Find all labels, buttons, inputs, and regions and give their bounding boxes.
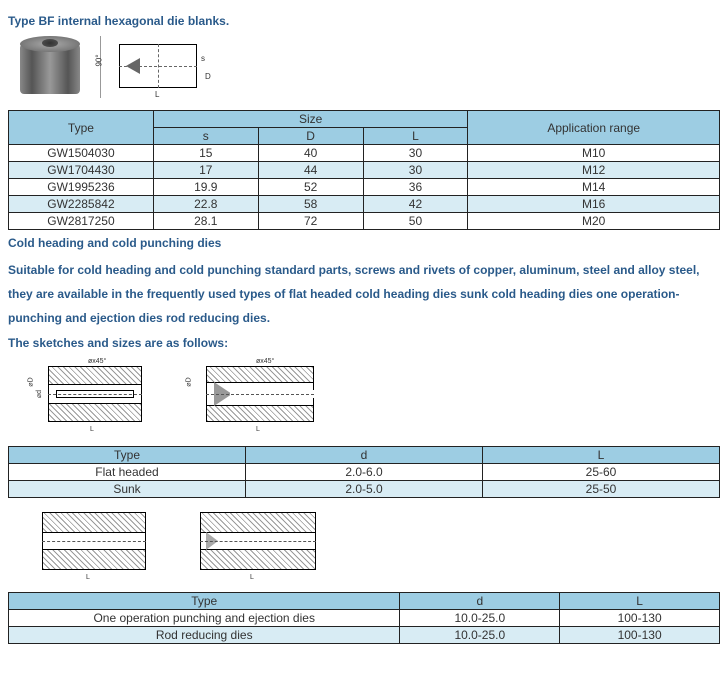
tech-drawing-punch: L xyxy=(28,508,168,586)
cell: 44 xyxy=(258,162,363,179)
cell: M20 xyxy=(468,213,720,230)
cell: 2.0-6.0 xyxy=(246,464,483,481)
tech-drawing-sunk: øx45° L ⌀D xyxy=(186,360,336,440)
table-row: Flat headed 2.0-6.0 25-60 xyxy=(9,464,720,481)
label-D: D xyxy=(205,72,211,81)
cell: Sunk xyxy=(9,481,246,498)
cell: 40 xyxy=(258,145,363,162)
cell: 17 xyxy=(153,162,258,179)
subtitle-sketches: The sketches and sizes are as follows: xyxy=(8,336,720,350)
cell: GW1995236 xyxy=(9,179,154,196)
th-D: D xyxy=(258,128,363,145)
spec-table-3: Type d L One operation punching and ejec… xyxy=(8,592,720,644)
th-type: Type xyxy=(9,111,154,145)
cell: 100-130 xyxy=(560,610,720,627)
table-row: GW2817250 28.1 72 50 M20 xyxy=(9,213,720,230)
th-L: L xyxy=(363,128,468,145)
spec-table-1: Type Size Application range s D L GW1504… xyxy=(8,110,720,230)
diagram-row-1: 90° s D L xyxy=(20,36,720,98)
table-row: GW1995236 19.9 52 36 M14 xyxy=(9,179,720,196)
cell: M12 xyxy=(468,162,720,179)
table-row: Rod reducing dies 10.0-25.0 100-130 xyxy=(9,627,720,644)
th-d: d xyxy=(400,593,560,610)
dim-angle: øx45° xyxy=(256,358,274,365)
cell: 52 xyxy=(258,179,363,196)
cell: M16 xyxy=(468,196,720,213)
table-row: One operation punching and ejection dies… xyxy=(9,610,720,627)
th-L: L xyxy=(483,447,720,464)
cell: Flat headed xyxy=(9,464,246,481)
diagram-row-3: L L xyxy=(28,508,720,586)
tech-drawing-rod: L xyxy=(186,508,336,586)
cell: 30 xyxy=(363,145,468,162)
table-row: GW1504030 15 40 30 M10 xyxy=(9,145,720,162)
cell: 15 xyxy=(153,145,258,162)
cell: GW1504030 xyxy=(9,145,154,162)
th-size: Size xyxy=(153,111,468,128)
table-row: GW1704430 17 44 30 M12 xyxy=(9,162,720,179)
cell: 10.0-25.0 xyxy=(400,610,560,627)
cell: 58 xyxy=(258,196,363,213)
cell: 2.0-5.0 xyxy=(246,481,483,498)
cell: 22.8 xyxy=(153,196,258,213)
cell: M14 xyxy=(468,179,720,196)
table-row: Sunk 2.0-5.0 25-50 xyxy=(9,481,720,498)
cell: GW2285842 xyxy=(9,196,154,213)
cell: 72 xyxy=(258,213,363,230)
table-row: GW2285842 22.8 58 42 M16 xyxy=(9,196,720,213)
th-type: Type xyxy=(9,447,246,464)
th-type: Type xyxy=(9,593,400,610)
cylinder-3d-diagram xyxy=(20,36,80,98)
th-s: s xyxy=(153,128,258,145)
label-90deg: 90° xyxy=(95,54,104,66)
th-app: Application range xyxy=(468,111,720,145)
cell: Rod reducing dies xyxy=(9,627,400,644)
dim-angle: øx45° xyxy=(88,358,106,365)
th-L: L xyxy=(560,593,720,610)
cell: 28.1 xyxy=(153,213,258,230)
label-s: s xyxy=(201,54,205,63)
cell: 100-130 xyxy=(560,627,720,644)
th-d: d xyxy=(246,447,483,464)
cell: 19.9 xyxy=(153,179,258,196)
cell: 36 xyxy=(363,179,468,196)
tech-drawing-flat: øx45° L ⌀D ⌀d xyxy=(28,360,168,440)
cell: GW2817250 xyxy=(9,213,154,230)
spec-table-2: Type d L Flat headed 2.0-6.0 25-60 Sunk … xyxy=(8,446,720,498)
diagram-row-2: øx45° L ⌀D ⌀d øx45° L ⌀D xyxy=(28,360,720,440)
cell: 25-60 xyxy=(483,464,720,481)
cell: 50 xyxy=(363,213,468,230)
description-text: Suitable for cold heading and cold punch… xyxy=(8,258,720,330)
schematic-diagram-1: 90° s D L xyxy=(100,36,210,98)
cell: 10.0-25.0 xyxy=(400,627,560,644)
cell: 30 xyxy=(363,162,468,179)
cell: One operation punching and ejection dies xyxy=(9,610,400,627)
cell: 25-50 xyxy=(483,481,720,498)
cell: 42 xyxy=(363,196,468,213)
page-title: Type BF internal hexagonal die blanks. xyxy=(8,14,720,28)
cell: GW1704430 xyxy=(9,162,154,179)
cell: M10 xyxy=(468,145,720,162)
subtitle-cold-heading: Cold heading and cold punching dies xyxy=(8,236,720,250)
label-L: L xyxy=(155,90,159,99)
